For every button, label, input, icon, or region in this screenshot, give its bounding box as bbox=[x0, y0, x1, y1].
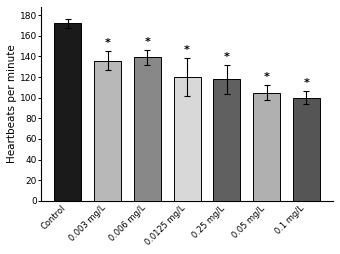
Y-axis label: Heartbeats per minute: Heartbeats per minute bbox=[7, 44, 17, 163]
Bar bbox=[94, 60, 121, 201]
Text: *: * bbox=[184, 45, 190, 55]
Text: *: * bbox=[105, 38, 110, 48]
Bar bbox=[174, 77, 201, 201]
Bar bbox=[293, 98, 320, 201]
Bar bbox=[134, 57, 161, 201]
Bar bbox=[54, 23, 81, 201]
Bar bbox=[253, 92, 280, 201]
Text: *: * bbox=[144, 37, 150, 47]
Text: *: * bbox=[264, 72, 270, 82]
Text: *: * bbox=[303, 78, 309, 88]
Bar bbox=[213, 79, 240, 201]
Text: *: * bbox=[224, 52, 230, 61]
